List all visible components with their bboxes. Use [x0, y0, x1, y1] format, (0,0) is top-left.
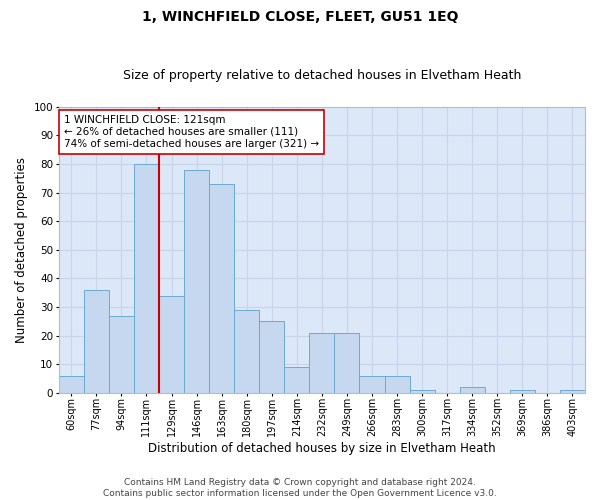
Bar [410, 390, 434, 393]
Bar [460, 387, 485, 393]
Bar [84, 290, 109, 393]
Bar [510, 390, 535, 393]
Text: 1, WINCHFIELD CLOSE, FLEET, GU51 1EQ: 1, WINCHFIELD CLOSE, FLEET, GU51 1EQ [142, 10, 458, 24]
Bar [209, 184, 234, 393]
Y-axis label: Number of detached properties: Number of detached properties [15, 157, 28, 343]
Bar [334, 333, 359, 393]
Title: Size of property relative to detached houses in Elvetham Heath: Size of property relative to detached ho… [122, 69, 521, 82]
Bar [359, 376, 385, 393]
Bar [259, 322, 284, 393]
Bar [234, 310, 259, 393]
Bar [184, 170, 209, 393]
Bar [560, 390, 585, 393]
Bar [385, 376, 410, 393]
Bar [109, 316, 134, 393]
Bar [284, 367, 310, 393]
Text: Contains HM Land Registry data © Crown copyright and database right 2024.
Contai: Contains HM Land Registry data © Crown c… [103, 478, 497, 498]
Text: 1 WINCHFIELD CLOSE: 121sqm
← 26% of detached houses are smaller (111)
74% of sem: 1 WINCHFIELD CLOSE: 121sqm ← 26% of deta… [64, 116, 319, 148]
X-axis label: Distribution of detached houses by size in Elvetham Heath: Distribution of detached houses by size … [148, 442, 496, 455]
Bar [134, 164, 159, 393]
Bar [310, 333, 334, 393]
Bar [59, 376, 84, 393]
Bar [159, 296, 184, 393]
